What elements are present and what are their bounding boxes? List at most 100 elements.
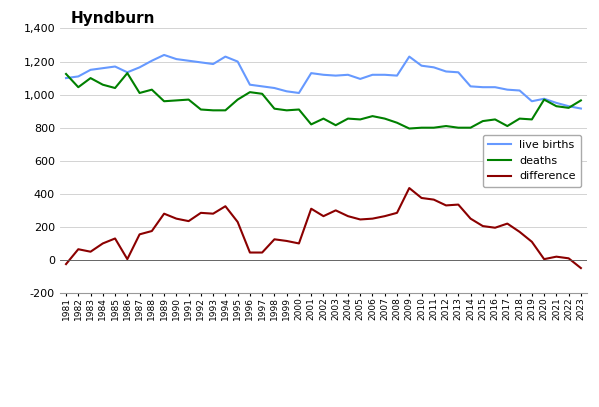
deaths xyxy=(381,116,388,121)
deaths xyxy=(308,122,315,127)
difference xyxy=(75,247,82,252)
deaths xyxy=(528,117,536,122)
difference xyxy=(320,214,327,219)
deaths xyxy=(504,124,511,129)
live births xyxy=(430,65,437,70)
live births xyxy=(99,66,107,70)
deaths xyxy=(369,114,376,118)
deaths xyxy=(406,126,413,131)
difference xyxy=(148,229,155,234)
difference xyxy=(136,232,143,237)
difference xyxy=(185,219,192,223)
live births xyxy=(332,73,339,78)
difference xyxy=(332,208,339,213)
difference xyxy=(394,210,401,215)
live births xyxy=(492,85,499,90)
difference xyxy=(271,237,278,242)
live births xyxy=(75,74,82,79)
live births xyxy=(124,70,131,75)
live births xyxy=(148,58,155,63)
Line: live births: live births xyxy=(66,55,581,109)
live births xyxy=(455,70,462,75)
deaths xyxy=(99,82,107,87)
live births xyxy=(320,72,327,77)
live births xyxy=(577,106,585,111)
deaths xyxy=(87,76,94,81)
deaths xyxy=(185,97,192,102)
deaths xyxy=(553,104,560,109)
deaths xyxy=(210,108,217,113)
deaths xyxy=(430,125,437,130)
deaths xyxy=(136,90,143,95)
live births xyxy=(406,54,413,59)
deaths xyxy=(320,116,327,121)
difference xyxy=(197,210,204,215)
Legend: live births, deaths, difference: live births, deaths, difference xyxy=(483,135,582,187)
live births xyxy=(516,88,523,93)
difference xyxy=(443,203,450,208)
live births xyxy=(222,54,229,59)
difference xyxy=(210,211,217,216)
live births xyxy=(295,90,302,95)
deaths xyxy=(467,125,474,130)
live births xyxy=(356,77,364,81)
difference xyxy=(540,257,547,262)
live births xyxy=(467,84,474,89)
live births xyxy=(418,63,425,68)
difference xyxy=(467,216,474,221)
difference xyxy=(528,239,536,244)
live births xyxy=(210,61,217,66)
deaths xyxy=(418,125,425,130)
live births xyxy=(308,71,315,76)
difference xyxy=(406,186,413,190)
deaths xyxy=(173,98,180,103)
deaths xyxy=(443,124,450,129)
live births xyxy=(283,89,291,94)
difference xyxy=(295,241,302,246)
difference xyxy=(479,223,486,228)
difference xyxy=(516,230,523,234)
live births xyxy=(62,76,69,81)
deaths xyxy=(197,107,204,112)
live births xyxy=(87,68,94,72)
live births xyxy=(234,59,241,64)
difference xyxy=(246,250,253,255)
deaths xyxy=(540,97,547,102)
live births xyxy=(136,65,143,70)
difference xyxy=(111,236,119,241)
live births xyxy=(443,69,450,74)
live births xyxy=(394,73,401,78)
deaths xyxy=(148,87,155,92)
live births xyxy=(504,87,511,92)
difference xyxy=(430,197,437,202)
difference xyxy=(381,214,388,219)
difference xyxy=(344,214,352,219)
live births xyxy=(197,60,204,65)
deaths xyxy=(271,106,278,111)
Line: difference: difference xyxy=(66,188,581,268)
difference xyxy=(283,239,291,243)
live births xyxy=(111,64,119,69)
difference xyxy=(62,262,69,267)
deaths xyxy=(234,97,241,102)
deaths xyxy=(283,108,291,113)
deaths xyxy=(246,90,253,94)
difference xyxy=(369,216,376,221)
difference xyxy=(87,249,94,254)
live births xyxy=(553,101,560,105)
deaths xyxy=(344,116,352,121)
difference xyxy=(553,254,560,259)
deaths xyxy=(577,98,585,103)
difference xyxy=(259,250,266,255)
deaths xyxy=(111,85,119,90)
live births xyxy=(528,99,536,104)
difference xyxy=(124,257,131,262)
deaths xyxy=(75,85,82,90)
difference xyxy=(577,266,585,271)
deaths xyxy=(356,117,364,122)
live births xyxy=(369,72,376,77)
difference xyxy=(234,219,241,224)
live births xyxy=(259,84,266,89)
difference xyxy=(504,221,511,226)
live births xyxy=(185,58,192,63)
